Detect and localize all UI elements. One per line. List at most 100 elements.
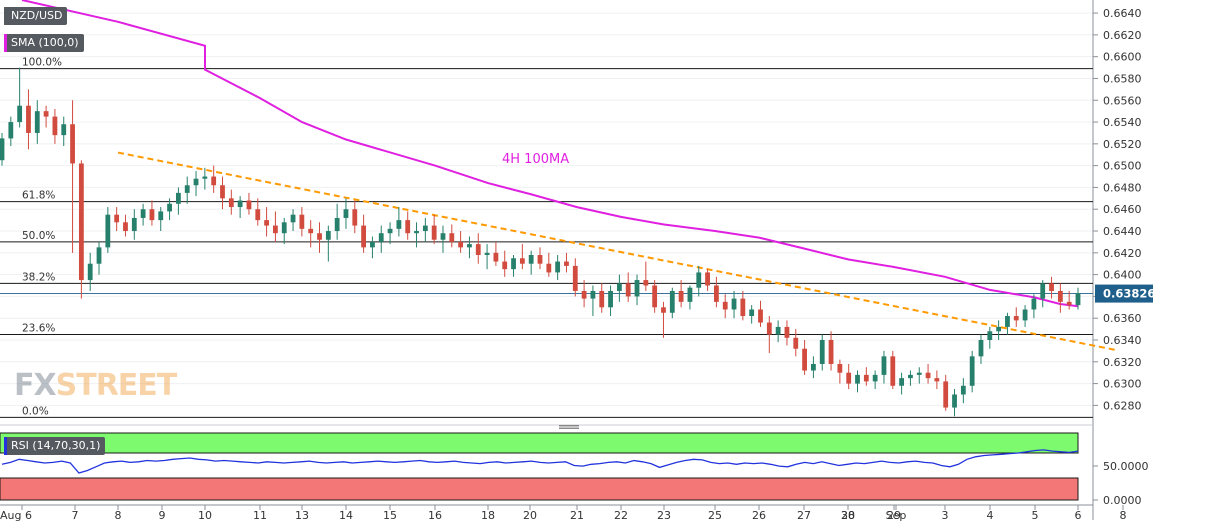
candle-body [634,280,640,297]
candle-body [484,252,490,255]
candle-body [140,209,146,218]
time-tick-label: 16 [428,509,442,522]
candle-body [405,220,411,234]
time-tick-label: 22 [614,509,628,522]
candle [1040,280,1046,308]
candle [652,280,658,313]
candle-body [581,290,587,299]
price-tick-label: 0.6520 [1103,138,1142,151]
candle [731,290,737,319]
price-tick-label: 0.6500 [1103,160,1142,173]
candle [1005,312,1010,335]
candle-body [537,255,543,264]
candle [634,274,640,306]
candle [414,222,419,248]
candle [802,340,807,375]
candle-body [943,381,949,408]
sma-legend-text: SMA (100,0) [11,36,79,49]
candle [431,214,437,245]
candle-body [661,307,666,313]
candle [1022,305,1028,327]
candle [246,192,252,215]
time-tick-label: 8 [115,509,122,522]
candle-body [387,228,393,234]
watermark-fx: FX [14,368,57,403]
candle-body [766,322,772,335]
candle-body [211,176,217,186]
candle [775,320,781,343]
candle [290,209,296,232]
candle-body [828,340,834,364]
candle-body [299,214,305,229]
price-tick-label: 0.6280 [1103,399,1142,412]
candle [625,272,631,302]
instrument-label: NZD/USD [4,7,68,25]
candle-body [1057,290,1063,302]
candle [237,196,243,218]
candle-body [175,192,181,204]
candle [405,211,411,240]
candle [1031,294,1037,319]
current-price-tag: 0.63826 [1095,284,1155,303]
candle-body [987,331,993,340]
candle-body [722,301,728,310]
candle-body [819,340,825,364]
candle-body [228,198,234,208]
candle [978,334,984,364]
candle [114,207,120,232]
candle-body [784,326,790,338]
fibonacci-levels: 100.0% 61.8% 50.0% 38.2% 23.6% 0.0% [0,57,1093,418]
candle [370,236,375,259]
current-price-tag-bg [1095,284,1153,303]
candle [8,116,14,147]
candle [916,367,922,384]
candle-body [1049,283,1054,291]
candle-body [687,287,693,302]
candle-body [334,217,340,232]
candle-body [431,225,437,240]
candle [669,287,675,319]
candle [220,176,225,210]
fib-label: 100.0% [22,57,62,69]
sma-legend-label: SMA (100,0) [4,34,84,52]
candle-body [855,374,860,384]
candle-body [758,309,763,323]
candle [855,370,860,393]
candle-body [87,263,93,281]
rsi-overbought-zone [0,432,1079,454]
candle [952,389,957,417]
candle [837,359,843,384]
price-tick-label: 0.6580 [1103,72,1142,85]
candle [616,274,622,302]
candle [846,363,852,390]
price-tick-label: 0.6460 [1103,203,1142,216]
candle-body [123,222,128,232]
candle [987,326,993,349]
candle-body [0,138,5,161]
candle-body [114,214,120,223]
candle-body [475,244,481,255]
price-axis: 0.6640 0.6620 0.6600 0.6580 0.6560 0.6540 0.65… [1093,7,1155,412]
candle-body [616,283,622,291]
rsi-tick-label: 50.0000 [1103,460,1149,473]
candle [78,160,84,299]
time-tick-label: 5 [1032,509,1039,522]
candle [546,252,552,277]
time-tick-label: 30 [841,509,855,522]
candle [784,320,790,346]
candle-body [899,378,905,386]
fib-label: 0.0% [22,405,49,417]
candle [705,269,710,291]
candle [87,252,93,291]
time-tick-label: 13 [295,509,309,522]
price-tick-label: 0.6440 [1103,225,1142,238]
candle [184,176,190,204]
candle-body [705,272,710,286]
candle [925,363,931,384]
price-tick-label: 0.6360 [1103,312,1142,325]
time-tick-label: 15 [383,509,397,522]
candle-body [352,209,358,226]
candle-body [193,178,199,186]
candle-body [149,209,155,221]
time-tick-label: 23 [657,509,671,522]
